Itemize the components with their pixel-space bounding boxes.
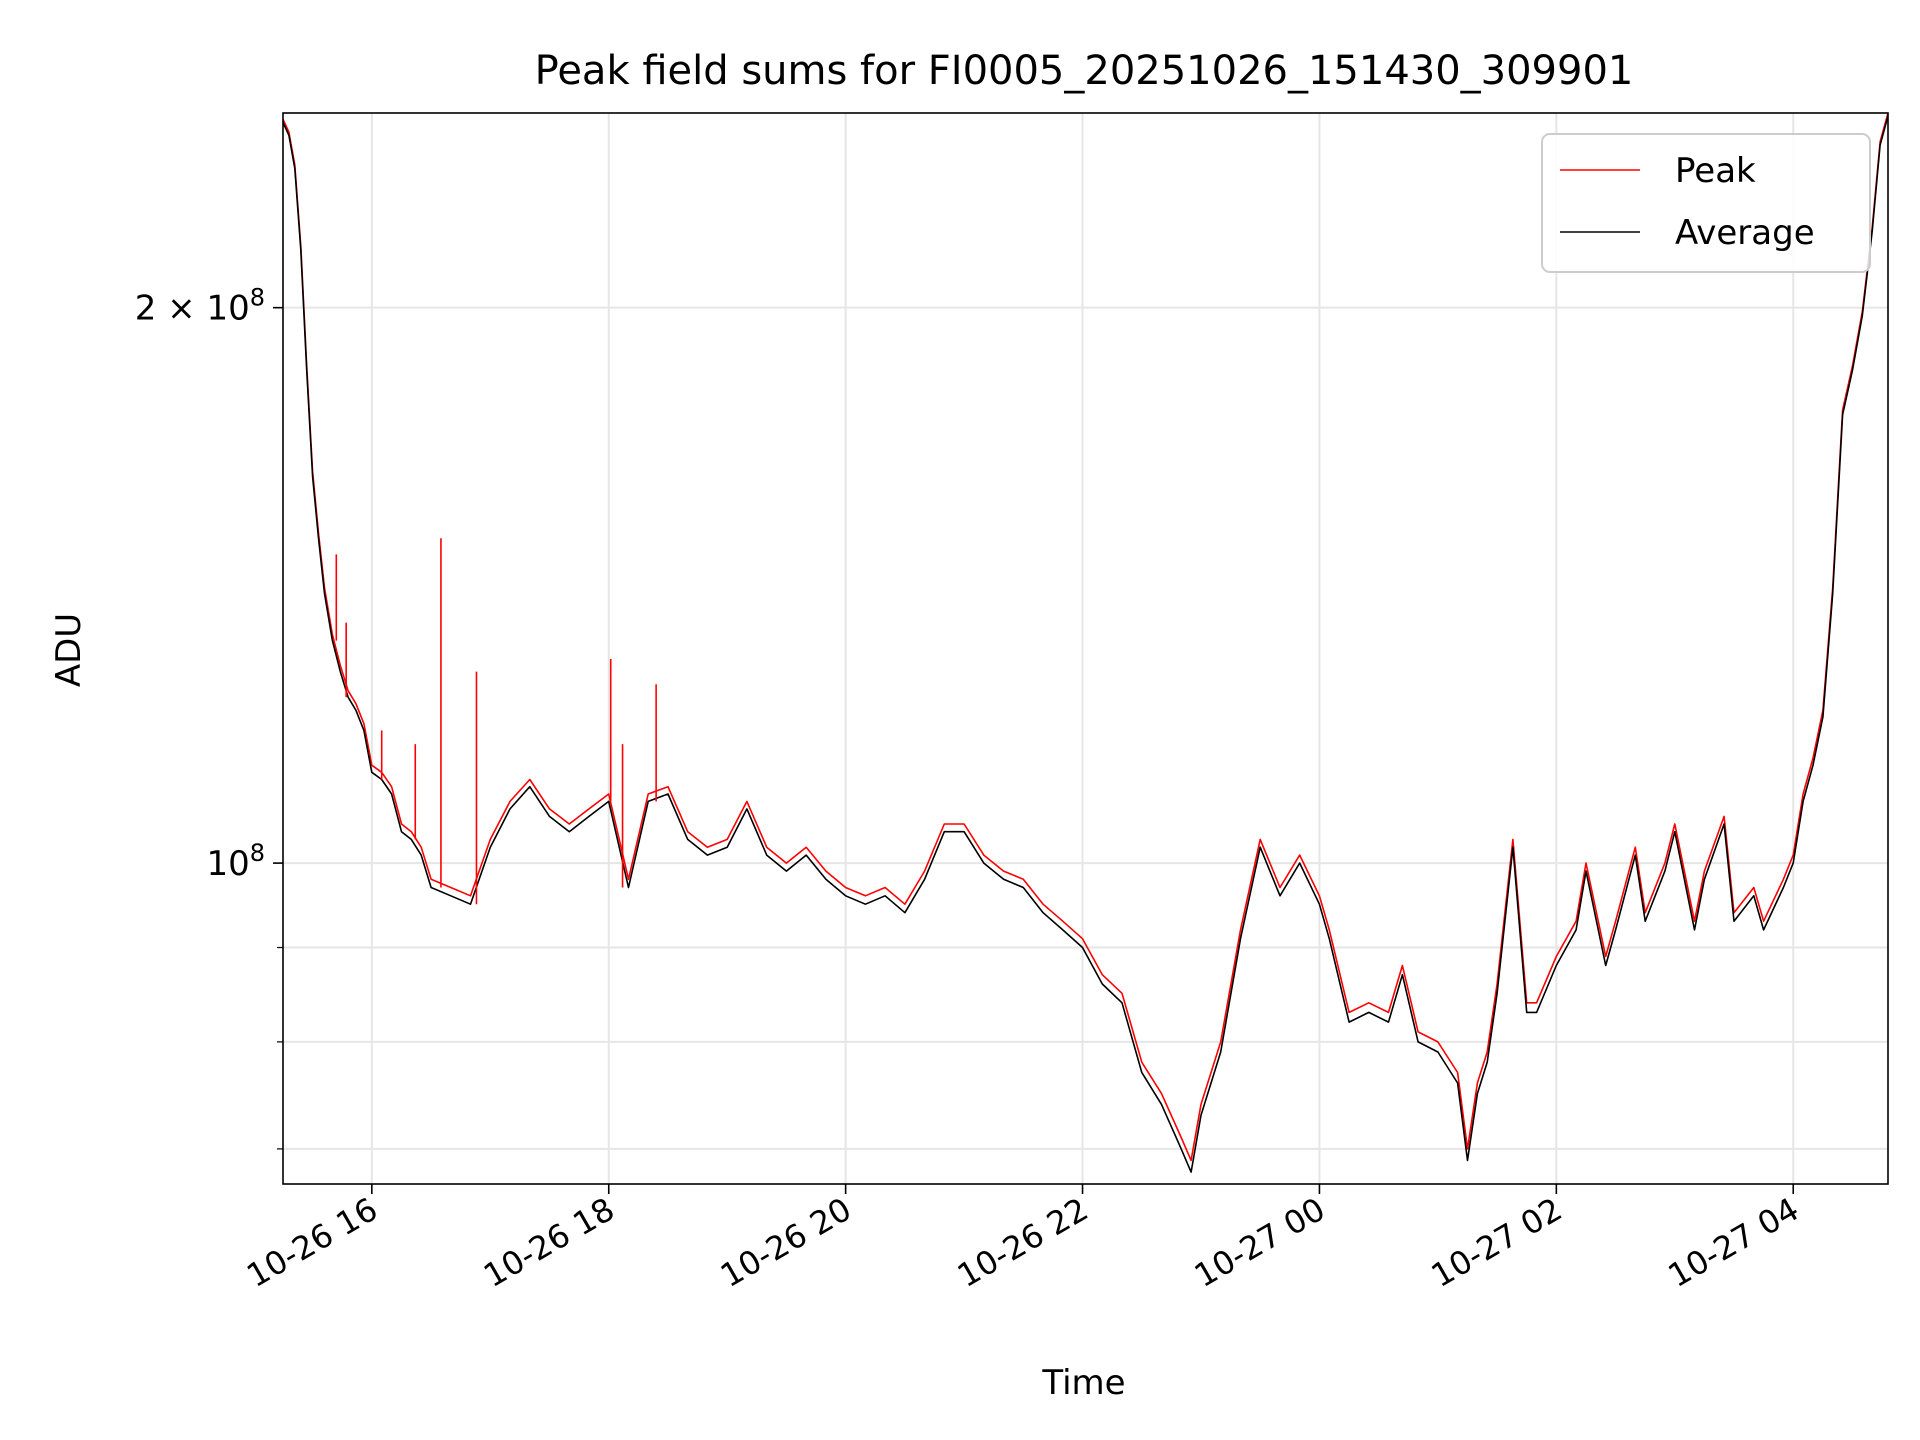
legend: Peak Average: [1541, 133, 1871, 273]
grid-lines: [283, 113, 1888, 1184]
y-axis-label: ADU: [49, 613, 89, 687]
y-tick-label: 108: [206, 839, 265, 884]
legend-label-average: Average: [1675, 213, 1815, 253]
y-tick-label: 2 × 108: [135, 284, 265, 329]
plot-area: [283, 113, 1888, 1173]
legend-box: [1541, 133, 1871, 273]
plot-frame: [282, 112, 1889, 1185]
y-axis-ticks: 108 2 × 108: [135, 284, 283, 1150]
series-line-average: [283, 115, 1888, 1173]
series-line-peak: [283, 113, 1888, 1162]
legend-label-peak: Peak: [1675, 151, 1756, 191]
chart-title: Peak field sums for FI0005_20251026_1514…: [535, 48, 1634, 94]
x-axis-label: Time: [1041, 1363, 1125, 1403]
series-layer: [283, 113, 1888, 1173]
